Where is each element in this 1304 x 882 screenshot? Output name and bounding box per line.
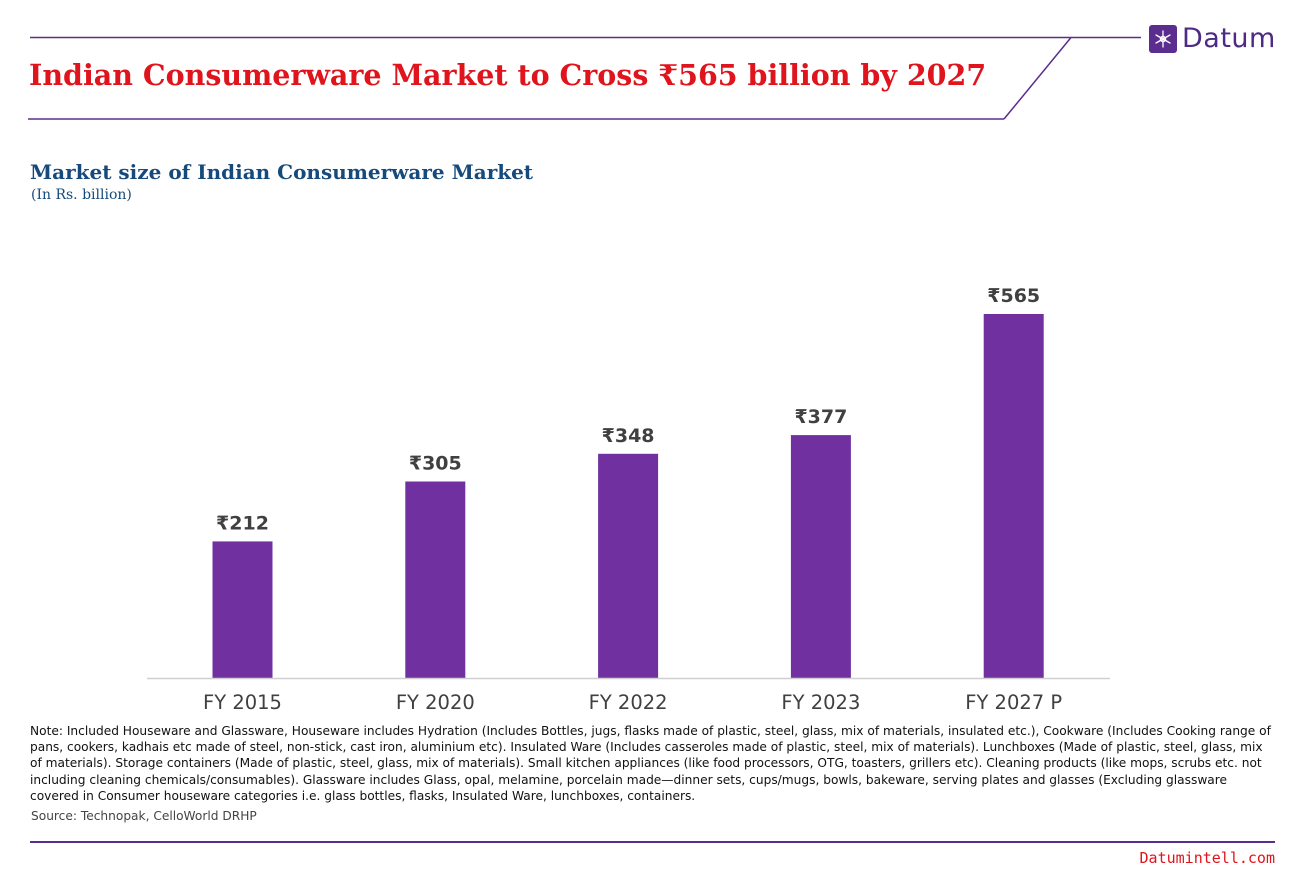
header-diagonal-rule — [1003, 37, 1072, 120]
brand-logo: Datum — [1149, 23, 1276, 54]
chart-note: Note: Included Houseware and Glassware, … — [30, 724, 1271, 803]
x-tick-label: FY 2022 — [589, 691, 668, 714]
snowflake-icon — [1149, 24, 1177, 53]
x-tick-label: FY 2020 — [396, 691, 475, 714]
data-label: ₹565 — [987, 285, 1040, 307]
bar — [598, 453, 659, 678]
bar-chart: ₹212 FY 2015 ₹305 FY 2020 ₹348 FY 2022 ₹377 FY … — [147, 285, 1110, 714]
chart-source: Source: Technopak, CelloWorld DRHP — [31, 809, 257, 823]
footer-link[interactable]: Datumintell.com — [1139, 849, 1275, 867]
data-label: ₹377 — [794, 406, 847, 428]
data-label: ₹212 — [216, 512, 269, 534]
data-label: ₹305 — [409, 453, 462, 475]
x-tick-label: FY 2015 — [203, 691, 282, 714]
bar — [983, 314, 1044, 678]
chart-subtitle: (In Rs. billion) — [31, 187, 132, 203]
chart-title: Market size of Indian Consumerware Marke… — [30, 160, 534, 184]
x-tick-label: FY 2023 — [781, 691, 860, 714]
header-frame — [28, 36, 1141, 120]
bar — [405, 481, 466, 678]
data-label: ₹348 — [602, 425, 655, 447]
brand-name: Datum — [1182, 23, 1276, 54]
x-tick-label: FY 2027 P — [965, 691, 1062, 714]
bar — [790, 435, 851, 678]
bar — [212, 541, 273, 678]
page-title: Indian Consumerware Market to Cross ₹565… — [29, 58, 987, 92]
footer-rule — [30, 841, 1275, 843]
